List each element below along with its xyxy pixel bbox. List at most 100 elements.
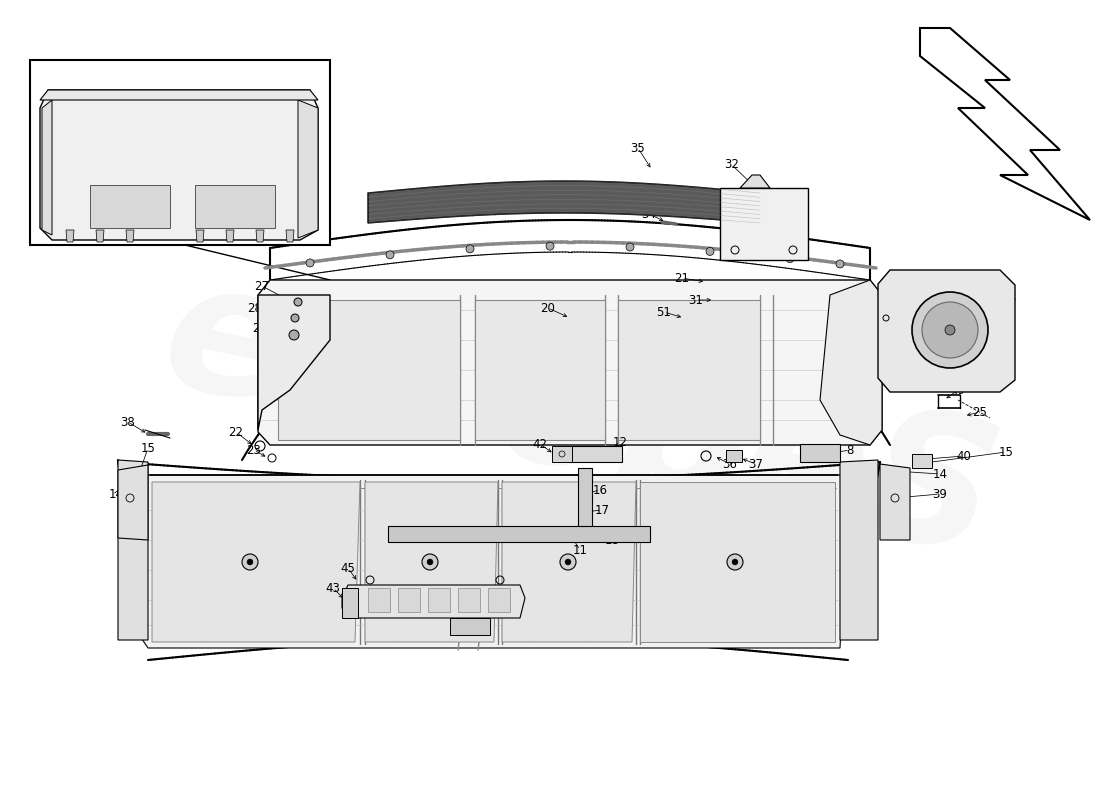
Polygon shape <box>195 185 275 228</box>
Text: 17: 17 <box>594 503 609 517</box>
Polygon shape <box>502 482 636 642</box>
Circle shape <box>422 554 438 570</box>
Text: 38: 38 <box>121 415 135 429</box>
Text: 14: 14 <box>933 467 947 481</box>
Text: 8: 8 <box>846 443 854 457</box>
Polygon shape <box>118 460 148 640</box>
Text: 5: 5 <box>392 195 398 209</box>
Polygon shape <box>140 475 848 648</box>
Polygon shape <box>428 588 450 612</box>
Text: 15: 15 <box>999 446 1013 458</box>
Polygon shape <box>740 175 770 188</box>
Text: 39: 39 <box>933 487 947 501</box>
Text: 15: 15 <box>141 442 155 454</box>
Circle shape <box>836 260 844 268</box>
Text: 18: 18 <box>605 534 619 546</box>
Text: 51: 51 <box>657 306 671 318</box>
Text: 22: 22 <box>229 426 243 438</box>
Circle shape <box>565 559 571 565</box>
Circle shape <box>922 302 978 358</box>
Text: 52: 52 <box>207 106 223 118</box>
Polygon shape <box>720 188 808 260</box>
Polygon shape <box>42 100 52 235</box>
Polygon shape <box>126 230 134 242</box>
Polygon shape <box>256 230 264 242</box>
Polygon shape <box>800 444 840 462</box>
Text: 34: 34 <box>641 207 657 221</box>
Text: 37: 37 <box>749 458 763 470</box>
Circle shape <box>466 245 474 253</box>
Circle shape <box>786 254 794 262</box>
Circle shape <box>292 314 299 322</box>
Circle shape <box>427 559 433 565</box>
Polygon shape <box>398 588 420 612</box>
Circle shape <box>306 259 313 267</box>
Text: 12: 12 <box>613 435 627 449</box>
Circle shape <box>727 554 742 570</box>
Polygon shape <box>368 588 390 612</box>
Circle shape <box>386 251 394 259</box>
Text: 32: 32 <box>725 158 739 171</box>
Text: 25: 25 <box>972 406 988 418</box>
Polygon shape <box>286 230 294 242</box>
Polygon shape <box>726 450 742 462</box>
Polygon shape <box>196 230 204 242</box>
Polygon shape <box>40 90 318 100</box>
Text: 28: 28 <box>248 302 263 314</box>
Text: 23: 23 <box>246 443 262 457</box>
Circle shape <box>626 243 634 251</box>
Polygon shape <box>258 295 330 430</box>
Text: 33: 33 <box>649 187 663 201</box>
Circle shape <box>242 554 258 570</box>
Text: europeS: europeS <box>148 246 1012 594</box>
Text: 21: 21 <box>674 271 690 285</box>
Text: 53: 53 <box>65 222 81 234</box>
Text: 11: 11 <box>572 543 587 557</box>
Polygon shape <box>278 300 460 440</box>
Text: 14: 14 <box>109 487 123 501</box>
Polygon shape <box>152 482 360 642</box>
Text: a part for partslogic985: a part for partslogic985 <box>340 508 700 612</box>
Polygon shape <box>552 446 572 462</box>
Text: 44: 44 <box>359 602 374 614</box>
Text: 27: 27 <box>254 279 270 293</box>
Polygon shape <box>912 454 932 468</box>
Polygon shape <box>258 280 882 445</box>
Text: 48: 48 <box>869 294 883 306</box>
Polygon shape <box>226 230 234 242</box>
Text: 49: 49 <box>950 383 966 397</box>
Text: 16: 16 <box>593 483 607 497</box>
Polygon shape <box>66 230 74 242</box>
Polygon shape <box>640 482 835 642</box>
Polygon shape <box>388 526 650 542</box>
Polygon shape <box>570 446 622 462</box>
Polygon shape <box>820 280 882 445</box>
Polygon shape <box>488 588 510 612</box>
Text: 43: 43 <box>326 582 340 594</box>
Text: 35: 35 <box>630 142 646 154</box>
Polygon shape <box>342 588 358 618</box>
Circle shape <box>289 330 299 340</box>
Polygon shape <box>365 482 498 642</box>
Polygon shape <box>40 90 318 240</box>
Polygon shape <box>475 300 605 440</box>
Polygon shape <box>880 464 910 540</box>
Polygon shape <box>118 465 148 540</box>
Polygon shape <box>342 585 525 618</box>
Bar <box>30 60 330 245</box>
Text: 25: 25 <box>977 335 991 349</box>
Text: 42: 42 <box>532 438 548 450</box>
Text: 20: 20 <box>540 302 556 314</box>
Polygon shape <box>578 468 592 534</box>
Text: 41: 41 <box>442 603 458 617</box>
Text: 45: 45 <box>341 562 355 574</box>
Text: 40: 40 <box>957 450 971 462</box>
Polygon shape <box>618 300 760 440</box>
Polygon shape <box>458 588 480 612</box>
Circle shape <box>294 298 302 306</box>
Circle shape <box>706 247 714 255</box>
Circle shape <box>912 292 988 368</box>
Polygon shape <box>840 460 878 640</box>
Polygon shape <box>450 618 490 635</box>
Text: 31: 31 <box>689 294 703 306</box>
